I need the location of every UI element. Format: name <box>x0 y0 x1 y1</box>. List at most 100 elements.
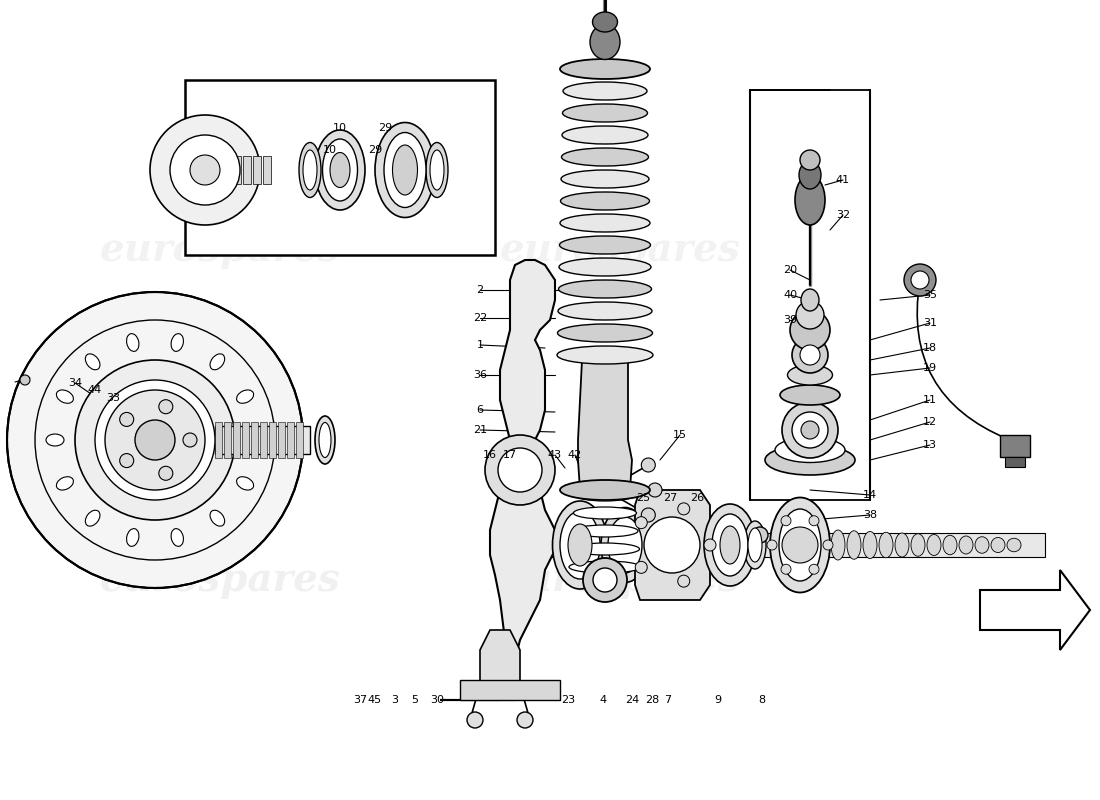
Ellipse shape <box>879 532 893 558</box>
Circle shape <box>120 454 134 467</box>
Ellipse shape <box>210 510 224 526</box>
Bar <box>224 422 231 458</box>
Ellipse shape <box>375 122 434 218</box>
Ellipse shape <box>712 514 748 576</box>
Bar <box>260 422 267 458</box>
Text: eurospares: eurospares <box>100 231 340 269</box>
Ellipse shape <box>172 529 184 546</box>
Bar <box>263 156 271 184</box>
Circle shape <box>781 516 791 526</box>
Ellipse shape <box>720 526 740 564</box>
Circle shape <box>75 360 235 520</box>
Ellipse shape <box>801 289 820 311</box>
Ellipse shape <box>608 517 642 573</box>
Ellipse shape <box>569 561 641 573</box>
Text: 8: 8 <box>758 695 766 705</box>
Text: 44: 44 <box>88 385 102 395</box>
Text: 43: 43 <box>548 450 562 460</box>
Text: eurospares: eurospares <box>499 231 740 269</box>
Circle shape <box>782 527 818 563</box>
Ellipse shape <box>704 504 756 586</box>
Ellipse shape <box>799 161 821 189</box>
Text: 17: 17 <box>503 450 517 460</box>
Ellipse shape <box>46 434 64 446</box>
Bar <box>192 156 201 184</box>
Bar <box>253 156 261 184</box>
Circle shape <box>752 527 768 543</box>
Text: 26: 26 <box>690 493 704 503</box>
Text: 25: 25 <box>636 493 650 503</box>
Ellipse shape <box>315 416 336 464</box>
Circle shape <box>158 466 173 480</box>
Text: 21: 21 <box>473 425 487 435</box>
Polygon shape <box>440 260 556 700</box>
Bar <box>251 422 258 458</box>
Text: 38: 38 <box>862 510 877 520</box>
Circle shape <box>678 503 690 515</box>
Text: 27: 27 <box>663 493 678 503</box>
Text: 15: 15 <box>673 430 688 440</box>
Ellipse shape <box>562 104 648 122</box>
Text: 24: 24 <box>625 695 639 705</box>
Circle shape <box>7 292 303 588</box>
Text: 36: 36 <box>473 370 487 380</box>
Circle shape <box>636 562 647 574</box>
Bar <box>213 156 221 184</box>
Circle shape <box>800 345 820 365</box>
Text: 20: 20 <box>783 265 798 275</box>
Circle shape <box>648 483 662 497</box>
Circle shape <box>800 150 820 170</box>
Ellipse shape <box>748 528 762 562</box>
Ellipse shape <box>302 150 317 190</box>
Circle shape <box>20 375 30 385</box>
Bar <box>223 156 231 184</box>
Text: 33: 33 <box>106 393 120 403</box>
Ellipse shape <box>571 543 639 555</box>
Ellipse shape <box>384 133 426 207</box>
Ellipse shape <box>895 533 909 557</box>
Text: 1: 1 <box>476 340 484 350</box>
Text: 22: 22 <box>473 313 487 323</box>
Ellipse shape <box>126 529 139 546</box>
Ellipse shape <box>299 142 321 198</box>
Ellipse shape <box>426 142 448 198</box>
Text: 4: 4 <box>600 695 606 705</box>
Circle shape <box>158 400 173 414</box>
Circle shape <box>517 712 534 728</box>
Text: 12: 12 <box>923 417 937 427</box>
Text: 39: 39 <box>783 315 798 325</box>
Circle shape <box>792 412 828 448</box>
Circle shape <box>135 420 175 460</box>
Circle shape <box>644 517 700 573</box>
Text: 37: 37 <box>353 695 367 705</box>
Ellipse shape <box>601 507 649 582</box>
Bar <box>1000 435 1030 457</box>
Circle shape <box>781 564 791 574</box>
Polygon shape <box>578 360 632 490</box>
Ellipse shape <box>943 535 957 554</box>
Bar <box>270 422 276 458</box>
Ellipse shape <box>563 82 647 100</box>
Ellipse shape <box>1006 538 1021 552</box>
Ellipse shape <box>593 12 617 32</box>
Text: 3: 3 <box>392 695 398 705</box>
Ellipse shape <box>744 521 766 569</box>
Polygon shape <box>460 680 560 700</box>
Circle shape <box>767 540 777 550</box>
Text: 31: 31 <box>923 318 937 328</box>
Text: 9: 9 <box>714 695 722 705</box>
Bar <box>233 156 241 184</box>
Polygon shape <box>635 490 710 600</box>
Ellipse shape <box>788 365 833 385</box>
Ellipse shape <box>991 538 1005 553</box>
Bar <box>544 533 1045 557</box>
Text: 42: 42 <box>568 450 582 460</box>
Circle shape <box>95 380 214 500</box>
Ellipse shape <box>562 126 648 144</box>
Bar <box>242 422 249 458</box>
Ellipse shape <box>172 334 184 351</box>
Circle shape <box>485 435 556 505</box>
Text: 11: 11 <box>923 395 937 405</box>
Bar <box>287 422 294 458</box>
Circle shape <box>641 458 656 472</box>
